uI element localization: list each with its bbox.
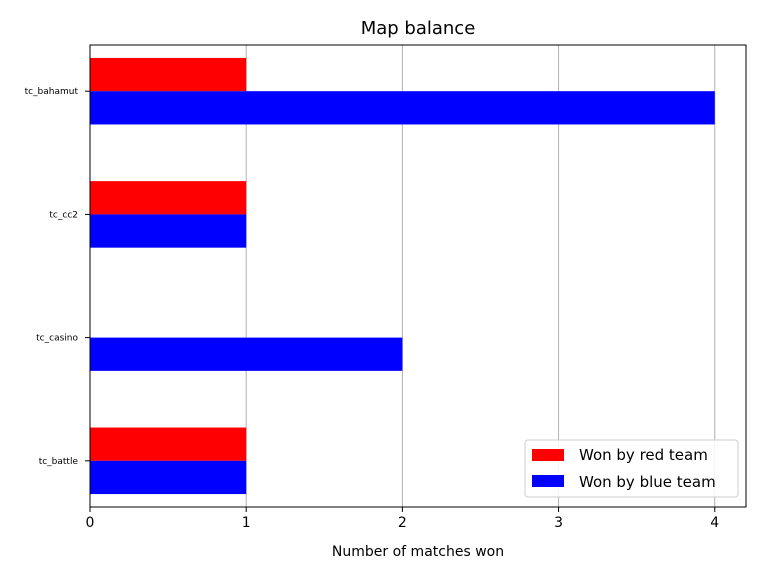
bar-red-tc_battle xyxy=(90,427,247,461)
x-tick-label: 1 xyxy=(242,515,251,531)
y-tick-label: tc_bahamut xyxy=(25,87,79,97)
bar-blue-tc_battle xyxy=(90,460,247,495)
y-axis-ticks: tc_bahamut tc_cc2 tc_casino tc_battle xyxy=(25,87,90,467)
y-tick-label: tc_casino xyxy=(36,334,78,344)
bar-blue-tc_bahamut xyxy=(90,91,715,125)
x-axis-label: Number of matches won xyxy=(332,544,504,560)
chart-title: Map balance xyxy=(361,18,476,39)
legend-box xyxy=(524,439,739,498)
legend-label-red: Won by red team xyxy=(579,446,708,464)
bar-blue-tc_cc2 xyxy=(90,214,247,248)
x-tick-label: 3 xyxy=(554,515,563,531)
y-tick-label: tc_battle xyxy=(39,457,79,467)
x-tick-label: 4 xyxy=(710,515,719,531)
x-axis-ticks: 0 1 2 3 4 xyxy=(86,507,719,531)
legend: Won by red team Won by blue team xyxy=(524,439,739,498)
bar-red-tc_cc2 xyxy=(90,181,247,215)
bars xyxy=(90,57,715,495)
y-tick-label: tc_cc2 xyxy=(49,210,78,220)
plot-frame xyxy=(89,44,747,508)
legend-label-blue: Won by blue team xyxy=(579,473,716,491)
x-tick-label: 0 xyxy=(86,515,95,531)
legend-swatch-red xyxy=(532,449,564,461)
bar-red-tc_bahamut xyxy=(90,57,247,92)
x-tick-label: 2 xyxy=(398,515,407,531)
bar-blue-tc_casino xyxy=(90,337,403,371)
legend-swatch-blue xyxy=(532,475,564,487)
